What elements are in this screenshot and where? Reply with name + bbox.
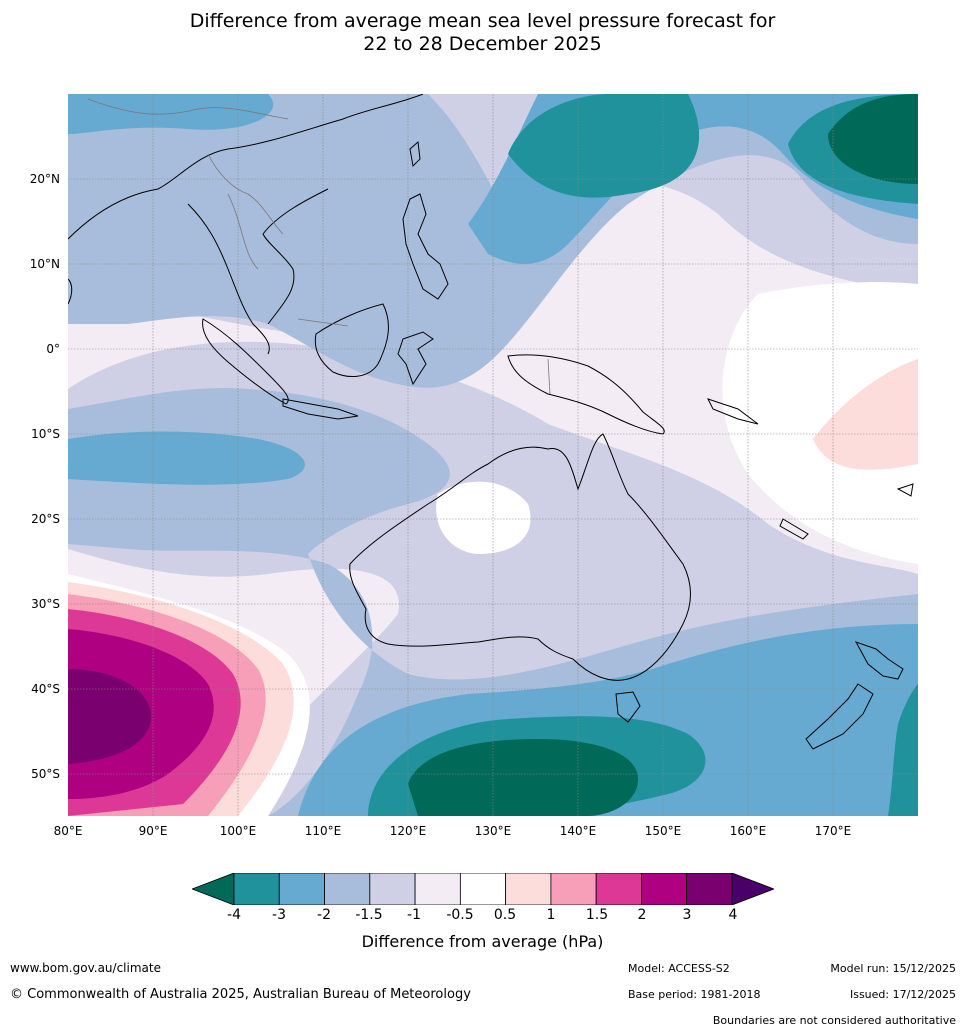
colorbar-tick: 4 [728,907,738,923]
colorbar-tick: 1 [546,907,556,923]
colorbar-swatch [369,873,416,905]
anomaly-band-dark-teal-2 [408,739,638,816]
issued-text: Issued: 17/12/2025 [849,988,956,1001]
java-coastline [282,398,359,420]
base-period-text: Base period: 1981-2018 [628,988,761,1001]
lon-label-160e: 160°E [729,824,767,838]
anomaly-band-pale-pink-2 [813,359,918,470]
colorbar-swatch [505,873,552,905]
lon-label-110e: 110°E [304,824,342,838]
colorbar-tick: -2 [317,907,331,923]
chart-title: Difference from average mean sea level p… [0,10,965,56]
colorbar-swatch [278,873,325,905]
colorbar-swatch [414,873,461,905]
lon-label-130e: 130°E [474,824,512,838]
colorbar-swatch [324,873,371,905]
new-guinea-coastline [507,354,665,435]
lon-label-90e: 90°E [138,824,168,838]
anomaly-band-white-2 [722,282,918,564]
australia-coastline [349,433,691,681]
colorbar-tick: -3 [272,907,286,923]
colorbar-swatch [686,873,733,905]
lat-label-50s: 50°S [31,767,60,781]
lon-label-140e: 140°E [559,824,597,838]
colorbar-tick: -0.5 [446,907,474,923]
colorbar-swatch-max [731,873,774,905]
colorbar [192,873,774,905]
nz-south-island [805,683,874,750]
graticule [68,94,918,816]
new-caledonia-coastline [779,518,809,540]
borneo-coastline [314,303,389,377]
taiwan-coastline [409,140,421,168]
anomaly-band-teal [508,94,700,198]
colorbar-swatch [550,873,597,905]
anomaly-band-dark-teal [828,94,918,184]
lon-label-170e: 170°E [814,824,852,838]
website-link[interactable]: www.bom.gov.au/climate [10,961,161,975]
nz-north-island [854,641,904,680]
lon-label-120e: 120°E [389,824,427,838]
lon-label-100e: 100°E [219,824,257,838]
sulawesi-coastline [397,331,434,386]
sumatra-coastline [202,318,289,405]
anomaly-band-steel-blue-3 [68,431,305,485]
title-line-1: Difference from average mean sea level p… [189,10,776,32]
asia-mainland-coastline [68,94,424,355]
copyright-text: © Commonwealth of Australia 2025, Austra… [10,987,471,1002]
model-run-text: Model run: 15/12/2025 [830,962,956,975]
lat-label-20s: 20°S [31,512,60,526]
lat-label-20n: 20°N [29,172,60,186]
colorbar-swatch-min [192,873,235,905]
colorbar-tick: 1.5 [585,907,609,923]
tasmania-coastline [615,691,641,723]
colorbar-tick: -1.5 [355,907,383,923]
lat-label-40s: 40°S [31,682,60,696]
solomon-islands-coastline [707,398,759,425]
anomaly-band-teal-4 [888,684,918,816]
fiji-coastline [896,483,914,497]
model-text: Model: ACCESS-S2 [628,962,730,975]
colorbar-tick: 3 [682,907,692,923]
title-line-2: 22 to 28 December 2025 [363,33,602,55]
lon-label-150e: 150°E [644,824,682,838]
lat-label-30s: 30°S [31,597,60,611]
lat-label-0: 0° [46,342,60,356]
colorbar-swatch [595,873,642,905]
colorbar-tick: -4 [227,907,241,923]
lat-label-10s: 10°S [31,427,60,441]
pressure-anomaly-map[interactable] [68,94,918,816]
colorbar-swatch [233,873,280,905]
colorbar-swatch [641,873,688,905]
anomaly-band-purple [68,669,151,764]
colorbar-swatch [459,873,507,905]
colorbar-label: Difference from average (hPa) [361,932,604,951]
colorbar-tick: 2 [637,907,647,923]
disclaimer-text: Boundaries are not considered authoritat… [712,1014,956,1027]
philippines-coastline [402,193,449,300]
lon-label-80e: 80°E [53,824,83,838]
colorbar-tick: 0.5 [493,907,517,923]
country-borders [87,98,551,395]
india-coastline [68,278,73,305]
coastlines [68,94,914,750]
lat-label-10n: 10°N [29,257,60,271]
colorbar-tick: -1 [407,907,421,923]
anomaly-band-white-3 [436,481,531,554]
